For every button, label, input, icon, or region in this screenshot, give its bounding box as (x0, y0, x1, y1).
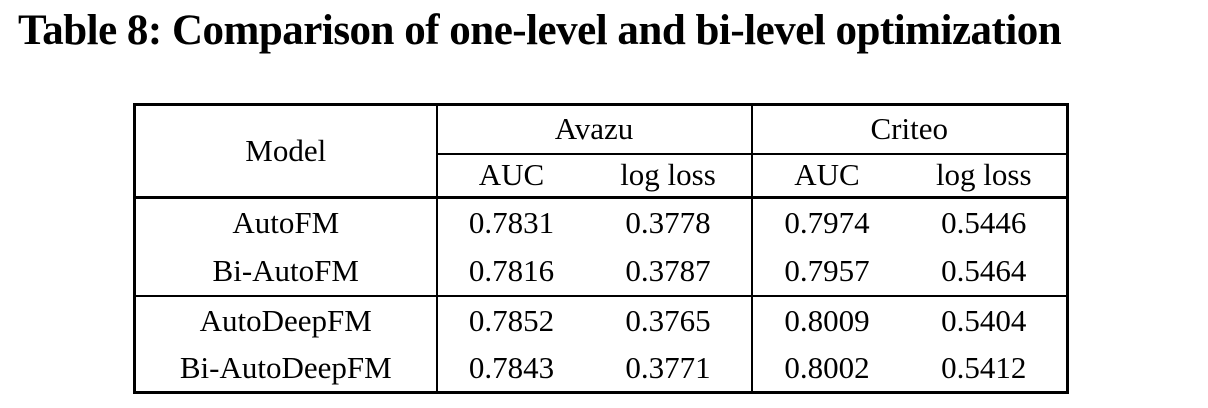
criteo-auc-value: 0.8009 (751, 294, 902, 345)
criteo-auc-value: 0.7974 (784, 204, 870, 240)
avazu-auc-value: 0.7831 (468, 204, 555, 240)
criteo-group-header: Criteo (751, 104, 1068, 155)
model-column-header: Model (134, 104, 438, 199)
results-table: Model Avazu Criteo AUC log loss AUC log … (133, 103, 1069, 394)
criteo-logloss-header: log loss (901, 153, 1068, 199)
model-name: Bi-AutoDeepFM (134, 344, 438, 393)
table-row-bi-autodeepfm: Bi-AutoDeepFM 0.7843 0.3771 0.8002 0.541… (134, 344, 1068, 393)
avazu-logloss-value: 0.3765 (585, 294, 753, 345)
criteo-logloss-value: 0.5464 (941, 252, 1027, 288)
metric-header-row: AUC log loss AUC log loss (135, 153, 1068, 199)
group-header-row: Model Avazu Criteo (134, 104, 1068, 199)
avazu-logloss-header: log loss (585, 153, 753, 199)
avazu-auc-header: AUC (436, 153, 586, 199)
criteo-auc-header: AUC (751, 153, 902, 199)
criteo-auc-value: 0.7957 (784, 252, 870, 288)
criteo-logloss-value: 0.5404 (901, 294, 1068, 345)
avazu-logloss-value: 0.3778 (585, 197, 753, 247)
table-row-autofm: AutoFM 0.7831 0.3778 0.7974 0.5446 (134, 197, 1068, 247)
criteo-auc-value: 0.8002 (784, 349, 870, 385)
avazu-auc-value: 0.7852 (436, 294, 586, 345)
table-caption: Table 8: Comparison of one-level and bi-… (18, 7, 1062, 54)
table-row-autodeepfm: AutoDeepFM 0.7852 0.3765 0.8009 0.5404 (134, 294, 1068, 345)
criteo-logloss-value: 0.5412 (941, 349, 1027, 385)
avazu-auc-value: 0.7843 (468, 349, 555, 385)
table-row-bi-autofm: Bi-AutoFM 0.7816 0.3787 0.7957 0.5464 (134, 246, 1068, 296)
avazu-group-header: Avazu (436, 104, 753, 155)
criteo-logloss-value: 0.5446 (941, 204, 1027, 240)
model-name: AutoFM (134, 197, 438, 247)
avazu-logloss-value: 0.3771 (585, 344, 753, 393)
avazu-logloss-value: 0.3787 (585, 246, 753, 296)
model-name: AutoDeepFM (134, 294, 438, 345)
model-name: Bi-AutoFM (134, 246, 438, 296)
avazu-auc-value: 0.7816 (468, 252, 555, 288)
